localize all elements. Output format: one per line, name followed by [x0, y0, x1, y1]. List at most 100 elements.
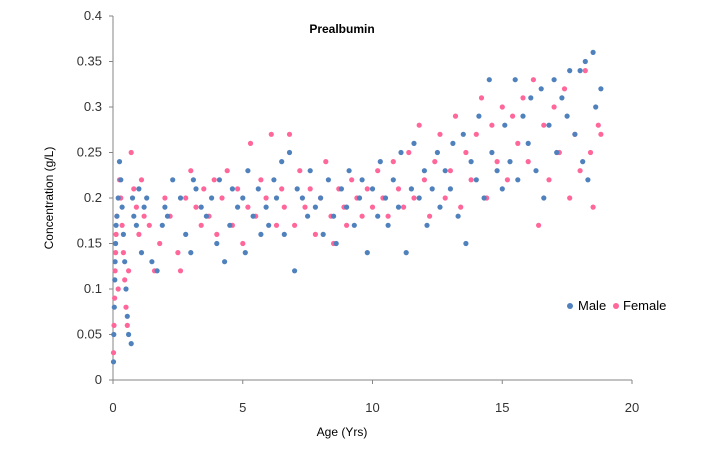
male-point — [564, 113, 570, 119]
y-tick-label: 0.2 — [84, 190, 102, 205]
male-point — [141, 204, 147, 210]
female-point — [141, 213, 147, 219]
female-point — [530, 77, 537, 83]
female-point — [546, 177, 552, 183]
male-point — [203, 213, 209, 219]
female-point — [146, 222, 152, 228]
male-point — [250, 213, 256, 219]
female-series-points — [110, 68, 604, 356]
male-point — [377, 159, 383, 165]
female-point — [437, 131, 443, 137]
male-point — [294, 186, 300, 192]
female-point — [473, 131, 479, 137]
male-point — [229, 186, 235, 192]
male-point — [190, 177, 196, 183]
male-point — [159, 222, 165, 228]
male-point — [512, 77, 518, 83]
male-point — [128, 341, 134, 347]
female-point — [411, 195, 417, 201]
male-point — [421, 168, 427, 174]
male-point — [273, 195, 280, 201]
male-point — [242, 250, 248, 256]
male-point — [325, 177, 331, 183]
male-point — [115, 195, 121, 201]
male-point — [468, 159, 474, 165]
y-tick-label: 0 — [95, 372, 102, 387]
legend-male-marker — [567, 303, 573, 309]
x-tick-label: 10 — [365, 400, 379, 415]
female-point — [128, 149, 134, 156]
female-point — [126, 268, 132, 274]
female-point — [541, 122, 547, 128]
x-axis-title: Age (Yrs) — [317, 425, 368, 439]
male-point — [263, 204, 269, 210]
female-point — [263, 195, 269, 201]
male-point — [266, 222, 272, 228]
female-point — [157, 240, 163, 247]
male-point — [437, 204, 443, 210]
female-point — [111, 322, 117, 328]
male-point — [177, 195, 184, 201]
male-point — [255, 186, 261, 192]
male-point — [572, 131, 578, 137]
male-point — [133, 222, 139, 228]
female-point — [292, 222, 298, 228]
male-point — [126, 331, 132, 338]
male-point — [598, 86, 604, 92]
male-point — [554, 149, 560, 156]
female-point — [509, 113, 516, 119]
female-point — [587, 149, 594, 156]
female-point — [112, 268, 118, 274]
female-point — [406, 149, 412, 156]
female-point — [110, 350, 117, 356]
female-point — [416, 122, 422, 128]
male-point — [258, 231, 264, 237]
female-point — [595, 122, 601, 128]
male-point — [538, 86, 544, 92]
male-point — [227, 222, 233, 228]
male-point — [408, 186, 414, 192]
male-point — [111, 304, 117, 310]
male-point — [122, 259, 128, 265]
y-tick-label: 0.05 — [77, 327, 102, 342]
male-point — [281, 231, 287, 237]
male-point — [114, 213, 120, 219]
female-point — [162, 195, 168, 201]
male-point — [286, 149, 293, 156]
female-point — [198, 222, 204, 228]
female-point — [240, 240, 246, 247]
female-point — [421, 177, 427, 183]
y-tick-label: 0.1 — [84, 281, 102, 296]
female-point — [390, 159, 396, 165]
male-point — [113, 240, 119, 247]
y-axis-ticks: 0 0.05 0.1 0.15 0.2 0.25 0.3 0.35 0.4 — [77, 8, 113, 387]
y-tick-label: 0.4 — [84, 8, 102, 23]
male-point — [577, 68, 583, 74]
female-point — [138, 177, 145, 183]
male-point — [271, 177, 277, 183]
female-point — [375, 168, 381, 174]
female-point — [123, 304, 129, 310]
x-tick-label: 0 — [109, 400, 116, 415]
male-point — [450, 140, 456, 146]
female-point — [577, 168, 583, 174]
male-point — [499, 186, 505, 192]
female-point — [297, 168, 303, 174]
male-point — [382, 195, 389, 201]
y-tick-label: 0.35 — [77, 54, 102, 69]
female-point — [247, 140, 254, 146]
female-point — [175, 250, 181, 256]
male-point — [307, 168, 313, 174]
male-point — [318, 195, 324, 201]
male-point — [434, 149, 440, 156]
male-point — [312, 204, 318, 210]
male-point — [398, 149, 404, 156]
male-point — [112, 277, 118, 283]
female-point — [201, 186, 207, 192]
male-point — [411, 140, 417, 146]
male-point — [580, 159, 586, 165]
male-point — [164, 213, 171, 219]
male-point — [528, 95, 534, 101]
male-point — [144, 195, 150, 201]
